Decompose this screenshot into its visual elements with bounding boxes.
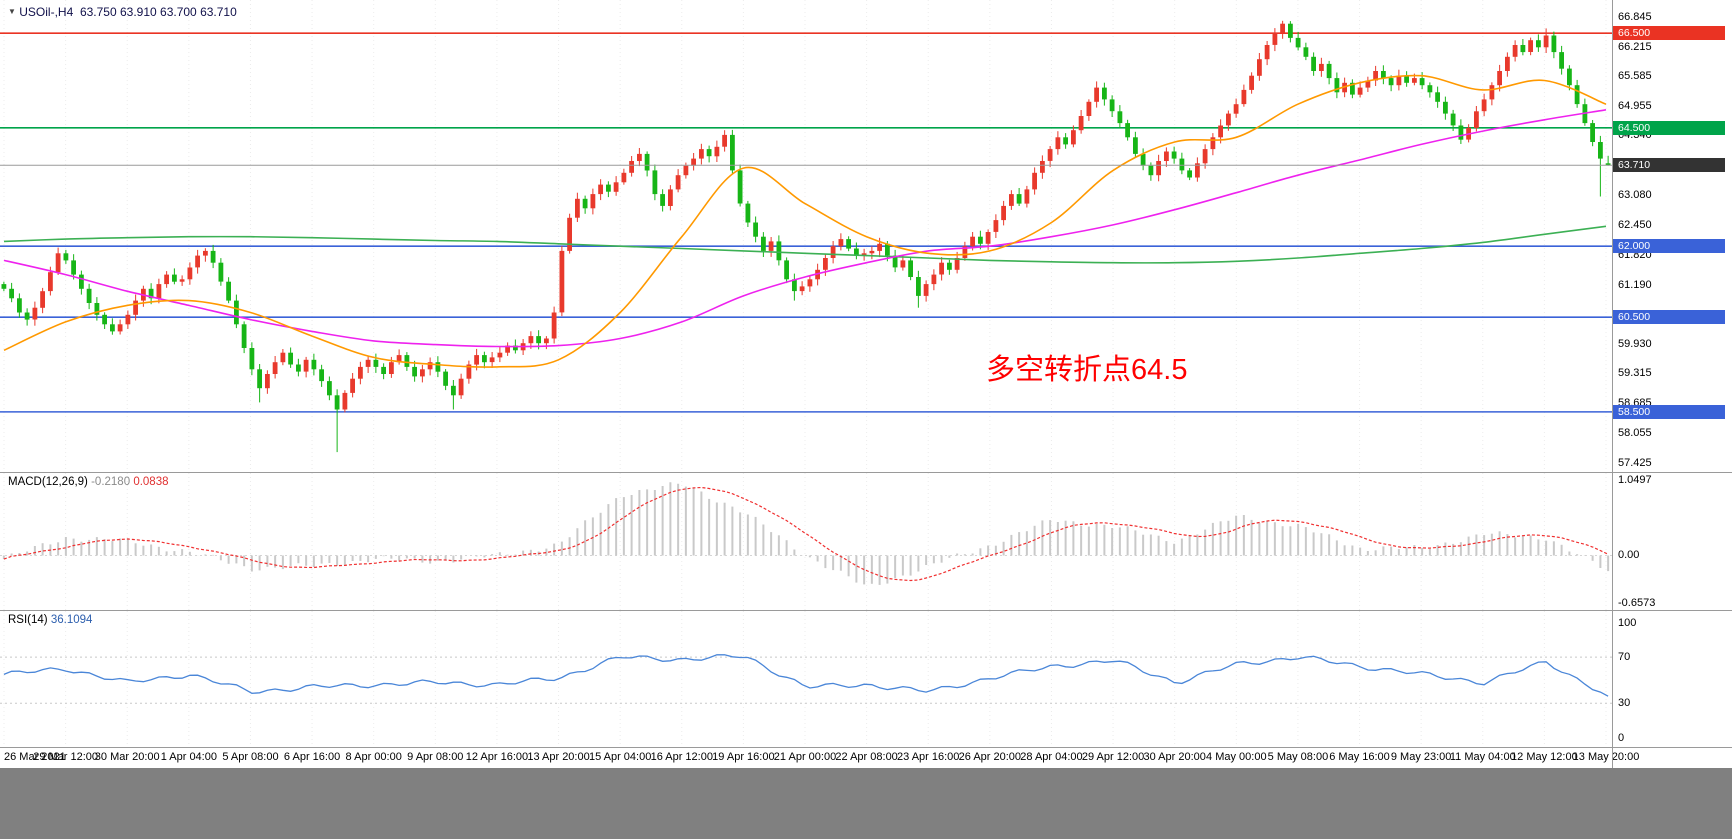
ma-slow-line [3,225,1607,264]
rsi-indicator-plot[interactable] [0,611,1612,747]
time-label: 30 Mar 20:00 [94,751,160,763]
macd-signal-line [3,486,1609,582]
time-label: 22 Apr 08:00 [835,751,898,763]
price-tick: 62.450 [1618,218,1652,231]
time-label: 1 Apr 04:00 [160,751,217,763]
time-label: 8 Apr 00:00 [345,751,402,763]
price-level-box: 60.500 [1613,310,1725,325]
symbol-period-label: USOil-,H4 [19,5,74,19]
time-label: 15 Apr 04:00 [588,751,652,763]
grid-lines [3,611,1607,747]
time-label: 26 Mar 2021 [4,751,66,763]
time-label: 4 May 00:00 [1206,751,1267,763]
price-tick: 59.930 [1618,338,1652,351]
time-label: 13 May 20:00 [1572,751,1640,763]
grid-lines [3,473,1607,610]
time-label: 5 Apr 08:00 [222,751,279,763]
time-label: 28 Apr 04:00 [1020,751,1083,763]
rsi-label: RSI(14) [8,614,48,626]
rsi-axis-tick: 100 [1618,616,1637,629]
window-background [0,768,1732,839]
price-tick: 64.955 [1618,100,1652,113]
rsi-value: 36.1094 [50,614,93,626]
time-label: 11 May 04:00 [1449,751,1516,763]
price-tick: 57.425 [1618,456,1652,469]
panel-separator[interactable] [0,610,1732,611]
macd-axis-tick: 1.0497 [1618,474,1652,487]
macd-signal-value: 0.0838 [133,476,169,488]
price-tick: 63.080 [1618,189,1652,202]
time-label: 9 Apr 08:00 [407,751,464,763]
candles-layer [1,20,1611,453]
symbol-info: ▼ USOil-,H4 63.750 63.910 63.700 63.710 [8,5,237,19]
ohlc-values: 63.750 63.910 63.700 63.710 [79,5,237,19]
rsi-axis-tick: 70 [1618,651,1631,664]
time-label: 6 May 16:00 [1329,751,1390,763]
rsi-axis-tick: 0 [1618,731,1625,744]
macd-axis-tick: -0.6573 [1618,596,1656,609]
time-label: 13 Apr 20:00 [527,751,590,763]
rsi-axis-tick: 30 [1618,697,1631,710]
time-label: 29 Apr 12:00 [1081,751,1145,763]
price-tick: 59.315 [1618,367,1652,380]
time-axis[interactable]: 26 Mar 2021 29 Mar 12:00 30 Mar 20:00 1 Apr… [0,748,1732,768]
price-level-box: 66.500 [1613,26,1725,41]
price-level-box: 63.710 [1613,158,1725,173]
macd-axis-tick: 0.00 [1618,549,1640,562]
price-tick: 65.585 [1618,70,1652,83]
price-level-box: 58.500 [1613,404,1725,419]
rsi-axis[interactable]: 100 70 30 0 [1612,611,1732,747]
ma-fast-line [3,74,1607,368]
panel-separator [0,747,1732,748]
time-label: 19 Apr 16:00 [712,751,775,763]
rsi-title: RSI(14) 36.1094 [8,614,92,626]
price-tick: 58.055 [1618,426,1652,439]
price-tick: 61.190 [1618,278,1652,291]
time-label: 29 Mar 12:00 [33,751,99,763]
macd-main-value: -0.2180 [91,476,131,488]
time-label: 6 Apr 16:00 [283,751,341,763]
time-label: 21 Apr 00:00 [773,751,837,763]
time-label: 26 Apr 20:00 [958,751,1022,763]
annotation-text[interactable]: 多空转折点64.5 [986,354,1188,386]
price-level-box: 64.500 [1613,120,1725,135]
price-level-box: 62.000 [1613,239,1725,254]
panel-separator[interactable] [0,472,1732,473]
time-label: 5 May 08:00 [1267,751,1329,763]
price-axis[interactable]: 66.845 66.215 65.585 64.955 64.340 63.080 62.4… [1612,0,1732,472]
macd-indicator-plot[interactable] [0,473,1612,610]
macd-axis[interactable]: 1.0497 0.00 -0.6573 [1612,473,1732,610]
price-tick: 66.215 [1618,40,1652,53]
macd-title: MACD(12,26,9) -0.2180 0.0838 [8,476,169,488]
price-chart-plot[interactable] [0,0,1612,472]
time-label: 23 Apr 16:00 [897,751,960,763]
time-label: 12 Apr 16:00 [465,751,529,763]
macd-histogram [2,482,1610,585]
time-label: 16 Apr 12:00 [650,751,713,763]
collapse-icon[interactable]: ▼ [8,7,16,16]
macd-label: MACD(12,26,9) [8,476,88,488]
time-label: 12 May 12:00 [1511,751,1578,763]
price-tick: 66.845 [1618,10,1652,23]
axis-separator [1612,0,1613,768]
rsi-line [3,654,1609,697]
time-label: 9 May 23:00 [1390,751,1452,763]
time-label: 30 Apr 20:00 [1143,751,1206,763]
